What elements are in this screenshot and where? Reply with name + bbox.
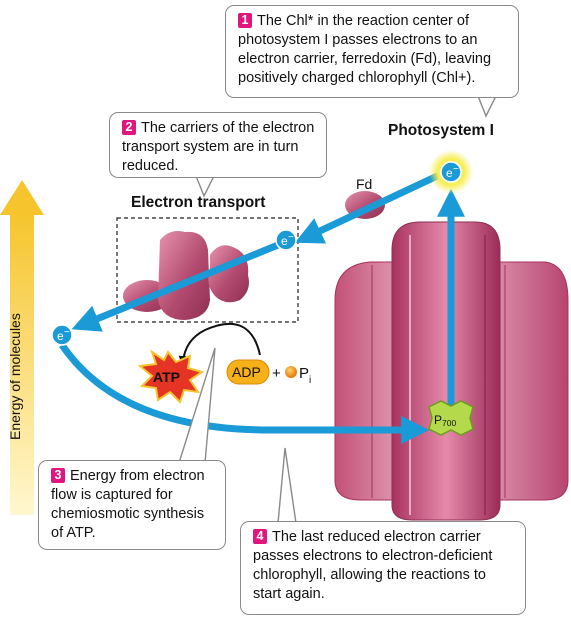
p700-center: P 700: [428, 400, 474, 436]
callout-4-text: The last reduced electron carrier passes…: [253, 529, 493, 602]
pi-subscript: i: [309, 375, 311, 386]
callout-1-number: 1: [238, 13, 252, 28]
energy-axis-arrow: [0, 180, 44, 515]
p700-label: P: [434, 413, 442, 427]
photosystem-label: Photosystem I: [388, 122, 494, 139]
electron-top-symbol: e: [446, 166, 453, 180]
callout-2-number: 2: [122, 120, 136, 135]
electron-left-charge: −: [64, 327, 70, 338]
electron-transport-label: Electron transport: [131, 194, 266, 211]
callout-4-number: 4: [253, 529, 267, 544]
electron-flow-arrows: [59, 166, 465, 444]
callout-3-number: 3: [51, 468, 65, 483]
electron-middle: e −: [275, 229, 297, 251]
pi-label: P: [299, 365, 309, 382]
electron-middle-symbol: e: [281, 234, 288, 248]
atp-label: ATP: [153, 369, 180, 385]
p700-subscript: 700: [442, 418, 456, 428]
adp-pi-group: ADP + P i: [226, 359, 311, 386]
electron-top-charge: −: [453, 164, 459, 175]
electron-left: e −: [51, 324, 73, 346]
electron-top: e −: [440, 161, 462, 183]
callout-1-text: The Chl* in the reaction center of photo…: [238, 13, 492, 86]
electron-transport-box: [116, 217, 299, 323]
atp-synthesis-arrow: [178, 322, 261, 366]
atp-burst: ATP: [137, 349, 205, 404]
callout-2-text: The carriers of the electron transport s…: [122, 120, 315, 174]
electron-left-symbol: e: [57, 329, 64, 343]
fd-label: Fd: [356, 176, 373, 192]
electron-middle-charge: −: [288, 232, 294, 243]
callout-3-text: Energy from electron flow is captured fo…: [51, 468, 205, 541]
callout-1: 1 The Chl* in the reaction center of phot…: [225, 5, 519, 98]
adp-label: ADP: [232, 364, 261, 380]
phosphate-icon: [285, 366, 297, 378]
callout-2: 2 The carriers of the electron transport …: [109, 112, 327, 178]
energy-axis-label: Energy of molecules: [7, 313, 23, 440]
callout-3: 3 Energy from electron flow is captured f…: [38, 460, 226, 550]
callout-4: 4 The last reduced electron carrier passe…: [240, 521, 526, 615]
plus-sign: +: [272, 365, 281, 382]
